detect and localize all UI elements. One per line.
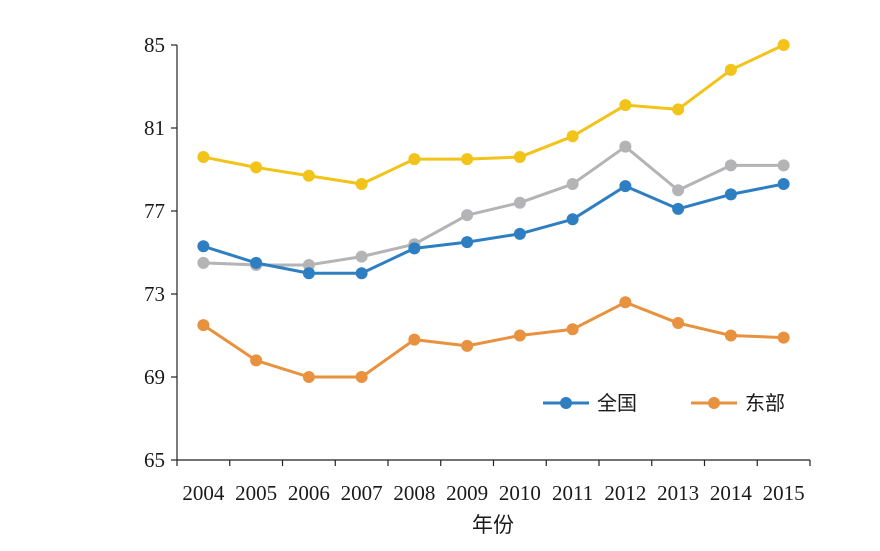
series-0 <box>197 39 790 191</box>
x-tick-label: 2014 <box>710 481 753 505</box>
y-tick-label: 85 <box>144 33 165 57</box>
series-line <box>203 43 785 186</box>
data-point <box>197 240 210 253</box>
data-point <box>408 333 421 346</box>
data-point <box>513 196 526 209</box>
series-1 <box>197 140 790 271</box>
data-point <box>566 213 579 226</box>
y-tick-label: 77 <box>144 199 165 223</box>
data-point <box>355 371 368 383</box>
data-point <box>619 296 632 309</box>
data-point <box>513 329 526 342</box>
data-point <box>513 227 526 240</box>
data-point <box>566 323 579 336</box>
legend-swatch-marker <box>708 397 720 409</box>
data-point <box>619 99 632 112</box>
data-point <box>777 331 790 344</box>
x-tick-label: 2010 <box>499 481 541 505</box>
data-point <box>724 63 737 76</box>
legend-label: 全国 <box>597 391 637 415</box>
data-point <box>302 371 315 383</box>
x-tick-label: 2012 <box>604 481 646 505</box>
data-point <box>197 151 210 164</box>
x-tick-label: 2013 <box>657 481 699 505</box>
data-point <box>197 256 210 269</box>
data-point <box>724 159 737 172</box>
legend-label: 东部 <box>745 391 785 415</box>
data-point <box>250 161 263 174</box>
data-point <box>355 250 368 263</box>
data-point <box>302 258 315 271</box>
series-layer <box>197 39 790 383</box>
y-tick-label: 65 <box>144 448 165 472</box>
data-point <box>724 329 737 342</box>
data-point <box>672 103 685 116</box>
y-tick-label: 69 <box>144 365 165 389</box>
x-tick-label: 2005 <box>235 481 277 505</box>
x-tick-label: 2004 <box>182 481 225 505</box>
series-line <box>203 145 784 267</box>
data-point <box>619 140 632 153</box>
data-point <box>302 267 315 280</box>
y-tick-label: 81 <box>144 116 165 140</box>
x-axis-title: 年份 <box>472 513 514 537</box>
data-point <box>724 188 737 201</box>
x-tick-label: 2015 <box>763 481 805 505</box>
data-point <box>672 317 685 330</box>
data-point <box>461 236 474 249</box>
data-point <box>672 202 685 215</box>
x-tick-label: 2009 <box>446 481 488 505</box>
data-point <box>408 242 421 255</box>
data-point <box>461 209 474 222</box>
data-point <box>777 178 790 191</box>
data-point <box>250 354 263 367</box>
data-point <box>408 153 421 166</box>
axes: 65 69 73 77 81 85 2004 2005 2006 2007 2008 2009 2010… <box>144 33 811 505</box>
data-point <box>566 130 579 143</box>
legend-swatch-marker <box>560 397 572 409</box>
x-tick-label: 2011 <box>552 481 593 505</box>
data-point <box>355 178 368 191</box>
series-line <box>202 182 784 275</box>
data-point <box>302 169 315 182</box>
y-tick-label: 73 <box>144 282 165 306</box>
data-point <box>355 267 368 280</box>
legend-item: 东部 <box>691 391 785 415</box>
data-point <box>197 319 210 332</box>
data-point <box>619 180 632 193</box>
data-point <box>513 151 526 164</box>
data-point <box>566 178 579 191</box>
legend-item: 全国 <box>543 391 637 415</box>
x-tick-label: 2008 <box>393 481 435 505</box>
data-point <box>672 184 685 197</box>
data-point <box>777 39 790 51</box>
x-tick-label: 2006 <box>288 481 330 505</box>
legend: 全国 东部 <box>543 391 785 415</box>
data-point <box>250 256 263 269</box>
data-point <box>461 339 474 352</box>
data-point <box>777 159 790 172</box>
x-tick-label: 2007 <box>341 481 383 505</box>
series-line <box>202 300 784 379</box>
series-2 <box>197 178 790 280</box>
series-3 <box>197 296 790 383</box>
data-point <box>461 153 474 166</box>
